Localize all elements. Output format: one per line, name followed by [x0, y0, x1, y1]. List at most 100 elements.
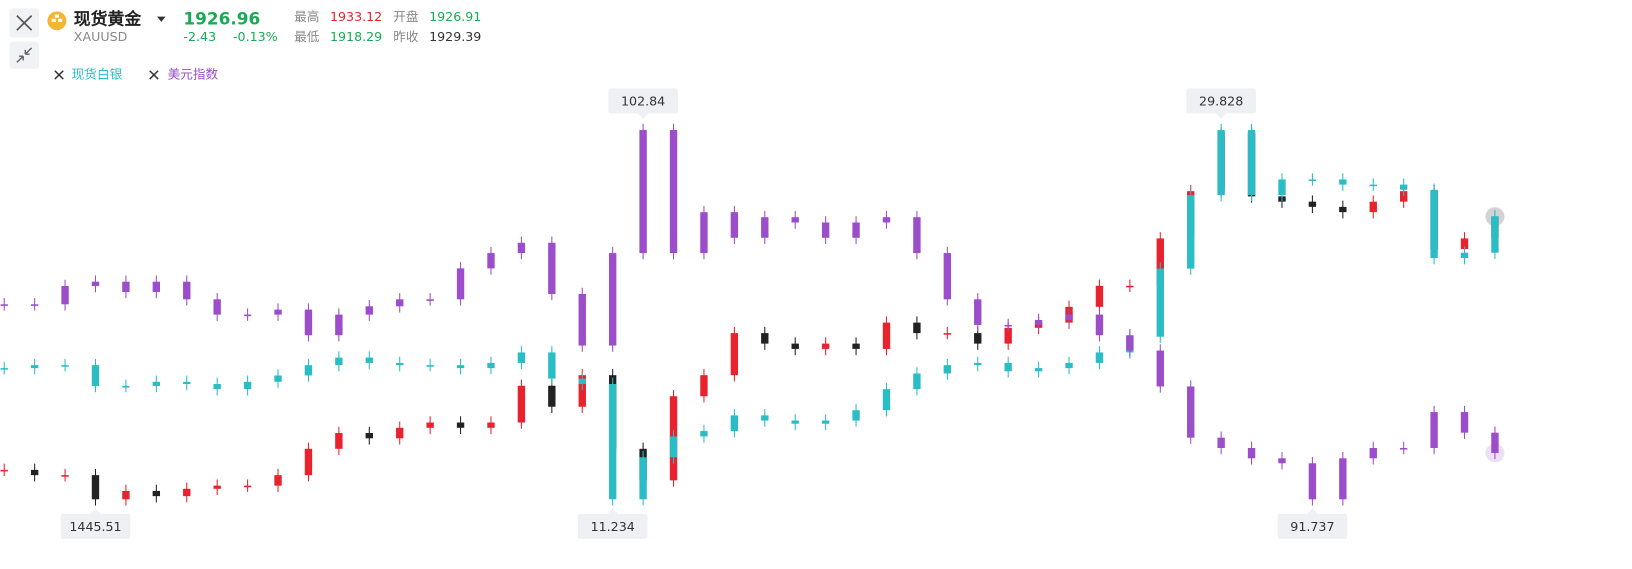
candle: [274, 309, 282, 315]
candle: [548, 352, 556, 379]
extreme-label: 102.84: [608, 88, 678, 119]
candle: [943, 253, 952, 300]
label-box: [1186, 88, 1256, 114]
label-pointer: [637, 113, 649, 119]
candle: [1095, 314, 1104, 336]
candle: [91, 281, 100, 287]
stat-label: 最低: [294, 29, 320, 44]
candle: [1156, 268, 1164, 337]
candle: [517, 242, 526, 254]
candle: [943, 365, 952, 374]
candle: [213, 299, 221, 315]
stat-label: 最高: [294, 9, 319, 24]
candle: [1369, 447, 1377, 459]
legend-label: 现货白银: [72, 66, 123, 81]
candle: [1217, 130, 1225, 196]
candle: [213, 383, 221, 390]
stat-value: 1918.29: [330, 29, 382, 44]
candle: [1430, 189, 1438, 259]
candle: [639, 130, 647, 254]
candle: [426, 365, 434, 367]
candle: [1491, 216, 1499, 253]
label-box: [60, 513, 131, 539]
candle: [730, 333, 739, 376]
candle: [1339, 206, 1347, 213]
candle: [0, 368, 8, 370]
candle: [821, 222, 830, 238]
candle: [396, 362, 404, 366]
shrink-button[interactable]: [9, 41, 40, 69]
candle: [243, 381, 252, 390]
candle: [274, 375, 282, 382]
candle: [578, 293, 586, 346]
candle: [1369, 184, 1377, 187]
candle: [456, 422, 465, 428]
candle: [548, 242, 556, 294]
stat-value: 1926.91: [429, 9, 481, 24]
label-text: 102.84: [621, 93, 665, 108]
last-price: 1926.96: [183, 9, 260, 29]
extreme-label: 1445.51: [60, 508, 131, 539]
candle: [91, 475, 100, 500]
candle: [974, 333, 982, 344]
candle: [0, 304, 8, 306]
candle: [1004, 327, 1012, 344]
candle: [1034, 319, 1043, 325]
dropdown[interactable]: [157, 16, 166, 22]
candle: [152, 490, 161, 497]
candle: [1430, 412, 1438, 448]
candle: [122, 490, 130, 500]
candle: [183, 381, 191, 384]
legend-label: 美元指数: [168, 66, 219, 81]
candle: [30, 304, 39, 306]
stat-value: 1929.39: [429, 29, 481, 44]
candle: [243, 485, 252, 488]
stat-label: 昨收: [393, 29, 419, 44]
label-box: [1277, 513, 1348, 539]
candle: [1278, 179, 1286, 196]
candle: [122, 385, 130, 388]
candle: [1065, 314, 1073, 320]
candle: [1065, 362, 1073, 369]
candle: [396, 299, 404, 307]
candle: [183, 281, 191, 300]
candle: [1399, 191, 1408, 202]
candle: [700, 431, 708, 437]
candle: [274, 475, 282, 486]
candle: [852, 410, 860, 421]
candle: [335, 314, 343, 336]
candle: [730, 415, 739, 432]
legend-item[interactable]: 现货白银: [54, 66, 123, 81]
candle: [426, 299, 434, 301]
candle: [213, 485, 221, 489]
candle: [1460, 412, 1469, 433]
candle: [761, 415, 769, 421]
candle: [700, 375, 708, 397]
extreme-label: 91.737: [1277, 508, 1348, 539]
last-glow: [1485, 443, 1505, 463]
candle: [304, 309, 313, 336]
label-pointer: [90, 508, 101, 514]
candle: [487, 362, 495, 369]
candle: [852, 222, 860, 238]
candle: [517, 352, 526, 363]
candle: [1339, 458, 1347, 500]
gold-icon: [47, 11, 67, 31]
label-box: [577, 513, 648, 539]
candle: [1004, 324, 1012, 327]
candle: [1308, 463, 1317, 500]
candle: [1095, 285, 1104, 307]
candle: [578, 378, 586, 384]
candle: [578, 375, 586, 407]
legend-item[interactable]: 美元指数: [149, 66, 219, 81]
candle: [456, 365, 465, 369]
candle: [365, 357, 373, 363]
candle: [396, 427, 404, 439]
close-button[interactable]: [9, 8, 40, 38]
candle: [30, 469, 39, 476]
candle: [61, 365, 69, 367]
candle: [304, 448, 313, 476]
candle: [882, 389, 891, 411]
candle: [1217, 437, 1225, 448]
